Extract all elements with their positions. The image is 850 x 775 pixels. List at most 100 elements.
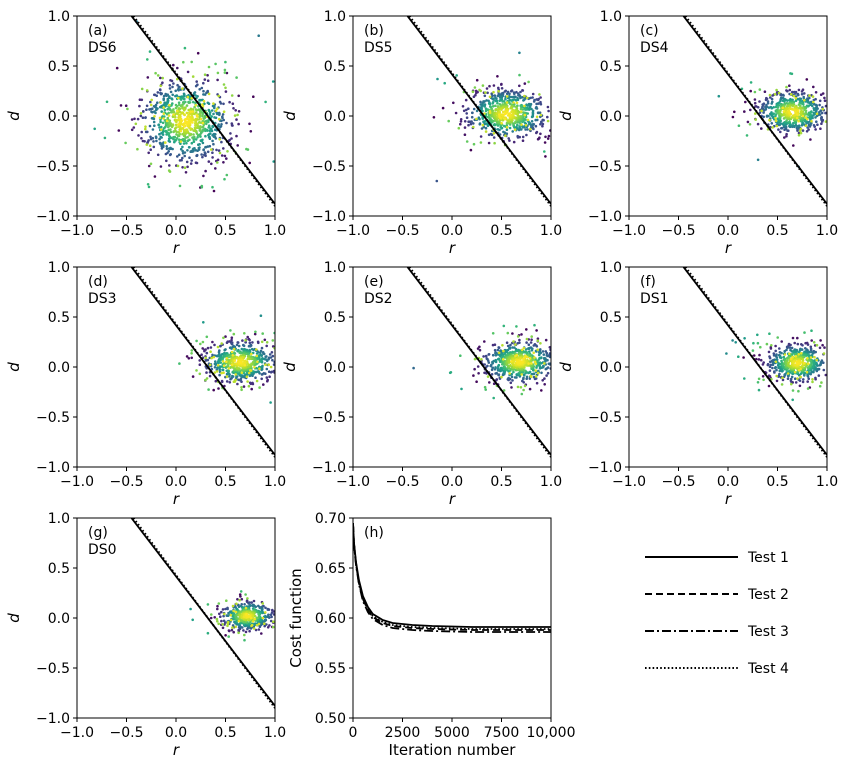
scatter-point [530, 107, 533, 111]
scatter-point [198, 372, 202, 376]
scatter-point [190, 159, 193, 162]
scatter-point [778, 347, 781, 350]
x-axis-label: r [173, 239, 180, 257]
scatter-point [247, 615, 250, 618]
scatter-point [757, 377, 761, 381]
scatter-point [186, 135, 189, 139]
scatter-point [220, 610, 223, 614]
scatter-point [763, 90, 767, 93]
scatter-point [225, 121, 228, 125]
scatter-point [222, 118, 225, 122]
scatter-point [820, 111, 824, 115]
scatter-point [749, 81, 753, 84]
density-scatter-points [189, 590, 275, 642]
scatter-point [172, 63, 175, 67]
scatter-point [788, 84, 791, 87]
y-tick-label: 0.50 [315, 711, 346, 727]
scatter-point [818, 99, 822, 103]
dataset-label: DS6 [88, 40, 117, 56]
scatter-point [758, 88, 762, 91]
y-axis-label: d [281, 111, 299, 121]
scatter-point [539, 96, 542, 99]
scatter-point [201, 128, 204, 132]
scatter-point [496, 101, 499, 105]
scatter-point [243, 364, 247, 367]
scatter-point [152, 120, 156, 124]
scatter-point [810, 339, 813, 342]
scatter-point [508, 92, 511, 96]
scatter-point [257, 628, 261, 631]
scatter-point [516, 134, 519, 138]
y-tick-label: 0.5 [48, 561, 70, 577]
scatter-point [239, 590, 243, 593]
scatter-point [533, 323, 536, 327]
scatter-point [190, 60, 193, 64]
scatter-point [149, 162, 153, 166]
scatter-point [187, 108, 190, 112]
scatter-point [219, 361, 222, 364]
scatter-point [498, 110, 502, 114]
scatter-point [489, 117, 492, 120]
scatter-point [799, 375, 802, 379]
scatter-point [169, 146, 172, 150]
scatter-point [768, 118, 771, 122]
x-tick-label: 1.0 [264, 725, 286, 741]
scatter-point [522, 111, 525, 114]
scatter-point [251, 620, 255, 623]
scatter-point [819, 127, 822, 130]
scatter-point [784, 372, 787, 376]
scatter-point [501, 100, 504, 103]
x-tick-label: 0.0 [165, 223, 187, 239]
scatter-point [161, 76, 164, 80]
scatter-point [806, 126, 809, 129]
scatter-point [272, 160, 275, 163]
x-tick-label: −1.0 [336, 223, 370, 239]
scatter-point [775, 368, 778, 372]
scatter-point [753, 98, 757, 101]
scatter-point [823, 99, 827, 102]
scatter-point [546, 119, 550, 123]
scatter-point [539, 113, 543, 117]
scatter-point [165, 145, 168, 148]
scatter-point [796, 342, 800, 346]
x-tick-label: 0.0 [165, 474, 187, 490]
scatter-point [248, 338, 251, 342]
scatter-point [159, 84, 162, 88]
scatter-point [154, 103, 158, 107]
scatter-point [264, 363, 267, 367]
plot-area [353, 522, 551, 633]
scatter-point [251, 351, 255, 355]
scatter-point [525, 341, 528, 344]
scatter-point [239, 359, 243, 362]
scatter-point [169, 122, 172, 125]
scatter-point [771, 115, 775, 118]
scatter-point [767, 350, 771, 354]
scatter-point [169, 90, 173, 94]
scatter-point [218, 138, 221, 141]
scatter-point [540, 120, 543, 124]
scatter-point [265, 376, 269, 379]
scatter-point [152, 140, 155, 143]
scatter-point [156, 91, 160, 94]
scatter-point [257, 622, 261, 626]
scatter-point [220, 140, 223, 144]
scatter-point [170, 104, 173, 107]
scatter-point [162, 112, 166, 115]
scatter-point [494, 104, 497, 108]
scatter-point [790, 93, 793, 96]
scatter-point [512, 370, 515, 374]
scatter-point [522, 388, 525, 392]
y-tick-label: −1.0 [588, 460, 622, 476]
scatter-point [506, 344, 510, 348]
scatter-point [758, 353, 761, 357]
scatter-point [252, 360, 255, 364]
scatter-point [447, 119, 451, 123]
scatter-point [803, 92, 806, 95]
scatter-point [222, 83, 226, 86]
scatter-point [811, 365, 815, 368]
scatter-point [534, 124, 538, 128]
scatter-point [472, 95, 476, 98]
scatter-point [194, 124, 197, 127]
scatter-point [222, 102, 225, 106]
